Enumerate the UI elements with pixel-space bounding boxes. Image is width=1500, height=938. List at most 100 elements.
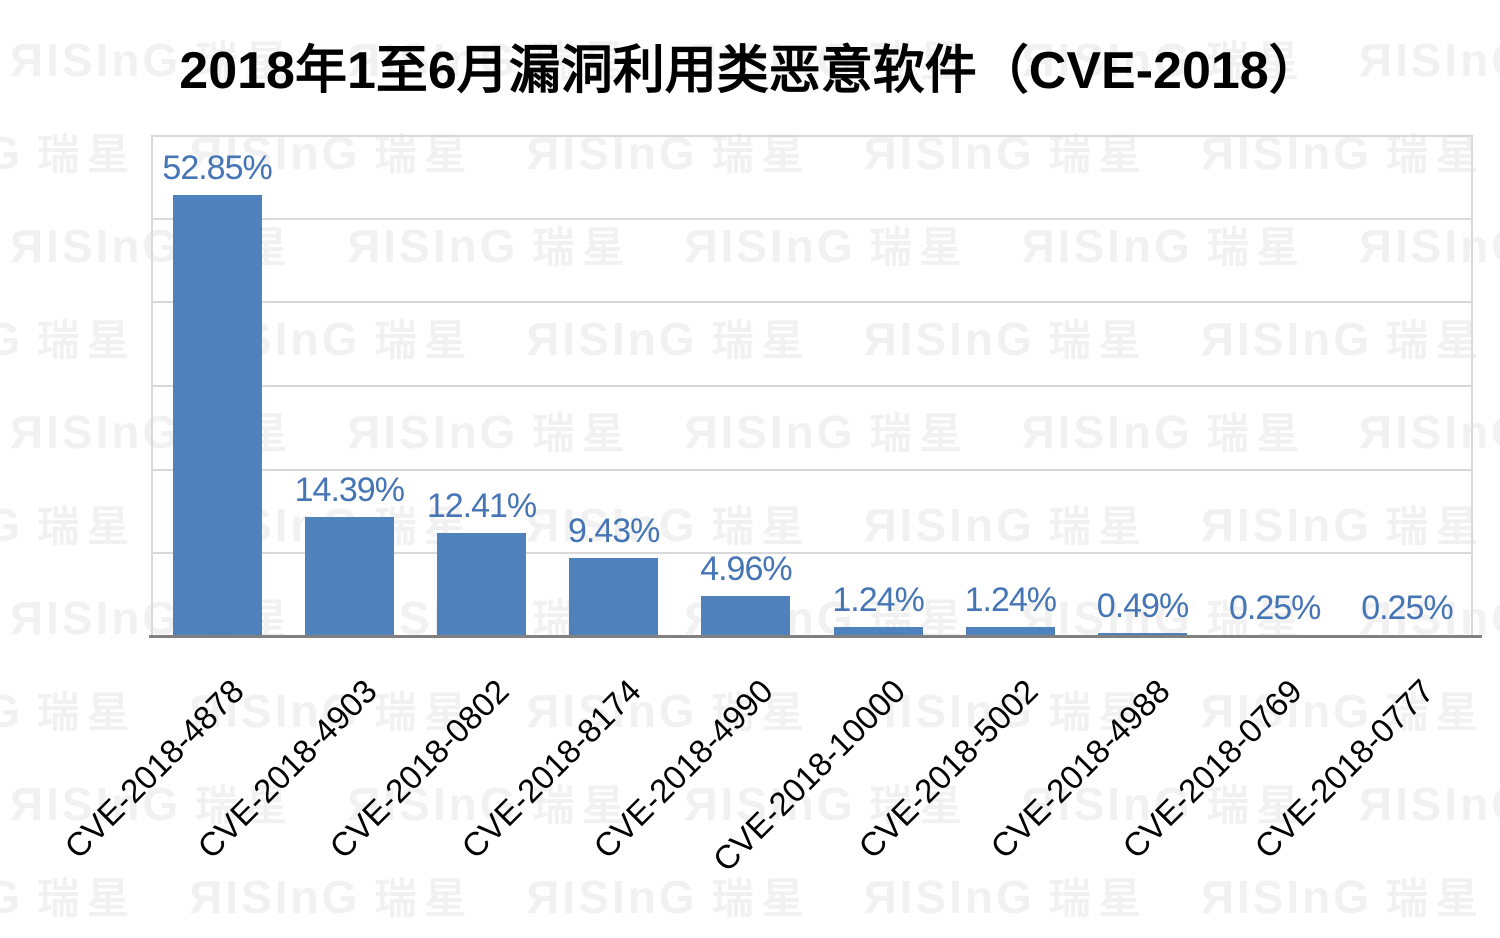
watermark-rising-text: ЯISInG xyxy=(10,406,182,458)
bar-value-label: 9.43% xyxy=(567,512,660,550)
watermark-ruixing-text: 瑞星 xyxy=(374,689,475,736)
bar-value-label: 0.25% xyxy=(1361,589,1453,627)
watermark-ruixing-text: 瑞星 xyxy=(1206,410,1307,457)
watermark-row: ЯISInG瑞星ЯISInG瑞星ЯISInG瑞星ЯISInG瑞星ЯISInG瑞星… xyxy=(0,679,1500,740)
watermark-rising-text: ЯISInG xyxy=(1200,499,1372,551)
watermark-rising-text: ЯISInG xyxy=(1358,220,1500,272)
watermark-ruixing-text: 瑞星 xyxy=(869,38,970,85)
watermark-ruixing-text: 瑞星 xyxy=(711,131,812,178)
watermark-ruixing-text: 瑞星 xyxy=(1048,689,1149,736)
watermark-ruixing-text: 瑞星 xyxy=(1206,224,1307,271)
gridline xyxy=(151,217,1473,220)
watermark-rising-text: ЯISInG xyxy=(863,313,1035,365)
watermark-rising-text: ЯISInG xyxy=(189,685,361,737)
watermark-row: ЯISInG瑞星ЯISInG瑞星ЯISInG瑞星ЯISInG瑞星ЯISInG瑞星… xyxy=(10,400,1500,461)
watermark-rising-text: ЯISInG xyxy=(1021,778,1193,830)
watermark-rising-text: ЯISInG xyxy=(347,34,519,86)
watermark-rising-text: ЯISInG xyxy=(347,778,519,830)
bar xyxy=(304,517,394,637)
watermark-ruixing-text: 瑞星 xyxy=(532,38,633,85)
watermark-ruixing-text: 瑞星 xyxy=(532,410,633,457)
watermark-rising-text: ЯISInG xyxy=(0,499,24,551)
watermark-ruixing-text: 瑞星 xyxy=(869,782,970,829)
bar xyxy=(833,627,923,637)
watermark-rising-text: ЯISInG xyxy=(10,34,182,86)
watermark-ruixing-text: 瑞星 xyxy=(711,317,812,364)
watermark-ruixing-text: 瑞星 xyxy=(1386,689,1487,736)
watermark-ruixing-text: 瑞星 xyxy=(869,224,970,271)
rising-watermark-logo: ЯISInG 瑞星 xyxy=(684,214,969,275)
watermark-ruixing-text: 瑞星 xyxy=(711,875,812,922)
rising-watermark-logo: ЯISInG 瑞星 xyxy=(684,28,969,89)
watermark-rising-text: ЯISInG xyxy=(10,220,182,272)
bar xyxy=(569,558,659,637)
watermark-rising-text: ЯISInG xyxy=(684,220,856,272)
watermark-rising-text: ЯISInG xyxy=(189,871,361,923)
watermark-ruixing-text: 瑞星 xyxy=(1386,317,1487,364)
rising-watermark-logo: ЯISInG 瑞星 xyxy=(0,493,137,554)
bar-value-label: 1.24% xyxy=(964,581,1057,619)
rising-watermark-logo: ЯISInG 瑞星 xyxy=(347,772,632,833)
watermark-ruixing-text: 瑞星 xyxy=(532,782,633,829)
watermark-rising-text: ЯISInG xyxy=(347,220,519,272)
watermark-row: ЯISInG瑞星ЯISInG瑞星ЯISInG瑞星ЯISInG瑞星ЯISInG瑞星… xyxy=(10,28,1500,89)
watermark-ruixing-text: 瑞星 xyxy=(532,224,633,271)
watermark-rising-text: ЯISInG xyxy=(1021,34,1193,86)
watermark-ruixing-text: 瑞星 xyxy=(1386,875,1487,922)
watermark-rising-text: ЯISInG xyxy=(1358,34,1500,86)
bar-value-label: 4.96% xyxy=(700,550,792,588)
bar-value-label: 0.25% xyxy=(1228,589,1321,627)
rising-watermark-logo: ЯISInG 瑞星 xyxy=(684,772,969,833)
watermark-rising-text: ЯISInG xyxy=(863,871,1035,923)
watermark-rising-text: ЯISInG xyxy=(684,34,856,86)
bar-value-label: 14.39% xyxy=(294,471,405,509)
rising-watermark-logo: ЯISInG 瑞星 xyxy=(189,865,474,926)
bar-value-label: 12.41% xyxy=(426,487,537,525)
bar-value-label: 1.24% xyxy=(832,581,924,619)
watermark-ruixing-text: 瑞星 xyxy=(37,503,138,550)
watermark-rising-text: ЯISInG xyxy=(526,685,698,737)
bar xyxy=(701,596,791,637)
watermark-rising-text: ЯISInG xyxy=(1358,778,1500,830)
watermark-ruixing-text: 瑞星 xyxy=(711,503,812,550)
chart-title: 2018年1至6月漏洞利用类恶意软件（CVE-2018） xyxy=(179,42,1321,100)
bar xyxy=(437,533,526,637)
watermark-ruixing-text: 瑞星 xyxy=(1048,875,1149,922)
watermark-row: ЯISInG瑞星ЯISInG瑞星ЯISInG瑞星ЯISInG瑞星ЯISInG瑞星… xyxy=(0,865,1500,926)
watermark-ruixing-text: 瑞星 xyxy=(374,875,475,922)
watermark-rising-text: ЯISInG xyxy=(526,313,698,365)
watermark-row: ЯISInG瑞星ЯISInG瑞星ЯISInG瑞星ЯISInG瑞星ЯISInG瑞星… xyxy=(10,772,1500,833)
watermark-rising-text: ЯISInG xyxy=(863,499,1035,551)
watermark-ruixing-text: 瑞星 xyxy=(1048,131,1149,178)
watermark-ruixing-text: 瑞星 xyxy=(1386,131,1487,178)
rising-watermark-logo: ЯISInG 瑞星 xyxy=(347,28,632,89)
bar-value-label: 0.49% xyxy=(1096,587,1189,625)
bar-value-label: 52.85% xyxy=(162,149,272,187)
watermark-rising-text: ЯISInG xyxy=(0,127,24,179)
watermark-rising-text: ЯISInG xyxy=(684,778,856,830)
rising-watermark-logo: ЯISInG 瑞星 xyxy=(189,679,474,740)
watermark-rising-text: ЯISInG xyxy=(347,406,519,458)
x-axis-line xyxy=(149,635,1482,638)
watermark-ruixing-text: 瑞星 xyxy=(37,875,138,922)
